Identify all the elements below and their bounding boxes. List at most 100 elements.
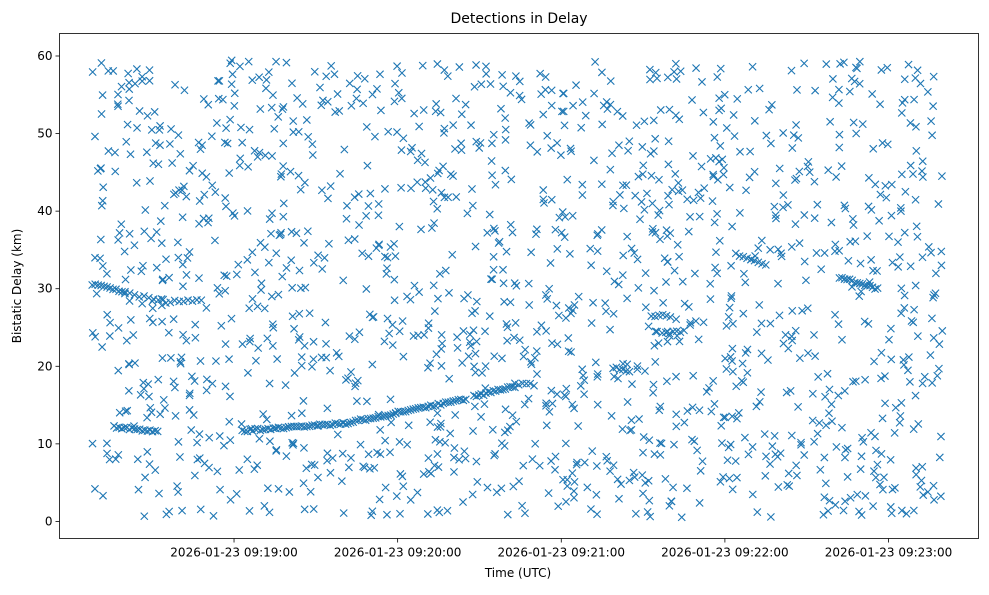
detection-point	[467, 185, 476, 194]
detection-point	[917, 476, 926, 485]
detection-point	[662, 277, 670, 286]
detection-point	[320, 253, 329, 262]
detection-point	[689, 371, 698, 380]
detection-point	[268, 152, 277, 160]
detection-point	[589, 298, 598, 307]
detection-point	[383, 264, 391, 273]
detection-point	[634, 283, 643, 292]
detection-point	[638, 448, 647, 457]
detection-point	[102, 269, 111, 278]
detection-point	[755, 84, 764, 93]
detection-point	[654, 211, 663, 220]
detection-point	[299, 396, 308, 405]
detection-point	[641, 269, 650, 278]
detection-point	[150, 107, 159, 116]
detection-point	[443, 72, 452, 81]
detection-point	[313, 473, 322, 482]
detection-point	[812, 249, 821, 257]
detection-point	[160, 403, 169, 412]
detection-point	[668, 185, 677, 194]
detection-point	[464, 352, 473, 361]
detection-point	[265, 379, 274, 388]
detection-point	[554, 311, 563, 320]
detection-point	[543, 131, 552, 140]
detection-point	[226, 115, 235, 124]
detection-point	[563, 482, 572, 491]
detection-point	[359, 462, 368, 471]
detection-point	[837, 162, 846, 171]
y-axis-label: Bistatic Delay (km)	[10, 229, 24, 344]
detection-point	[918, 462, 927, 471]
detection-point	[912, 222, 921, 231]
detection-point	[356, 415, 365, 424]
detection-point	[368, 360, 377, 369]
detection-point	[240, 427, 249, 436]
detection-point	[725, 303, 734, 312]
detection-point	[906, 118, 915, 127]
detection-point	[795, 167, 804, 176]
detection-point	[768, 442, 777, 451]
detection-point	[614, 280, 623, 289]
detection-point	[665, 105, 674, 114]
detection-point	[853, 278, 862, 287]
detection-point	[688, 403, 697, 412]
chart-title: Detections in Delay	[450, 11, 587, 27]
detection-point	[666, 229, 675, 238]
detection-point	[897, 108, 906, 117]
detection-point	[148, 297, 157, 306]
detection-point	[678, 277, 687, 286]
detection-point	[390, 296, 399, 305]
detection-point	[673, 240, 682, 249]
detection-point	[102, 439, 111, 448]
detection-point	[92, 289, 101, 298]
detection-point	[360, 74, 369, 83]
detection-point	[821, 392, 830, 401]
detection-point	[399, 134, 408, 143]
detection-point	[602, 307, 611, 316]
detection-point	[279, 199, 288, 208]
detection-point	[103, 310, 112, 319]
detection-point	[509, 482, 518, 491]
detection-point	[877, 348, 886, 357]
detection-point	[761, 471, 770, 480]
detection-point	[374, 211, 383, 220]
detection-point	[927, 248, 936, 257]
detection-point	[265, 437, 274, 446]
detection-point	[117, 424, 126, 433]
detection-point	[526, 379, 535, 388]
detection-point	[451, 410, 460, 419]
detection-point	[648, 224, 657, 233]
detection-point	[487, 139, 496, 148]
detection-point	[936, 492, 945, 501]
detection-point	[255, 73, 264, 82]
detection-point	[614, 141, 623, 150]
detection-point	[300, 238, 309, 247]
detection-point	[697, 77, 706, 86]
detection-point	[898, 98, 907, 107]
detection-point	[326, 182, 335, 191]
detection-point	[195, 197, 204, 205]
detection-point	[810, 437, 819, 446]
detection-point	[593, 370, 602, 379]
detection-point	[642, 189, 651, 198]
detection-point	[288, 283, 297, 292]
detection-point	[612, 363, 621, 372]
detection-point	[570, 300, 579, 309]
detection-point	[532, 327, 541, 336]
detection-point	[675, 252, 684, 261]
detection-point	[429, 197, 438, 206]
detection-point	[260, 501, 269, 510]
detection-point	[225, 169, 234, 178]
detection-point	[820, 248, 829, 257]
detection-point	[659, 298, 668, 307]
x-tick-label: 2026-01-23 09:19:00	[170, 546, 297, 560]
detection-point	[664, 160, 673, 169]
detection-point	[789, 131, 798, 140]
detection-point	[825, 496, 834, 505]
detection-point	[587, 261, 596, 270]
detection-point	[779, 128, 788, 137]
detection-point	[593, 372, 602, 381]
detection-point	[694, 335, 703, 344]
detection-point	[467, 121, 476, 130]
detection-point	[583, 483, 592, 492]
